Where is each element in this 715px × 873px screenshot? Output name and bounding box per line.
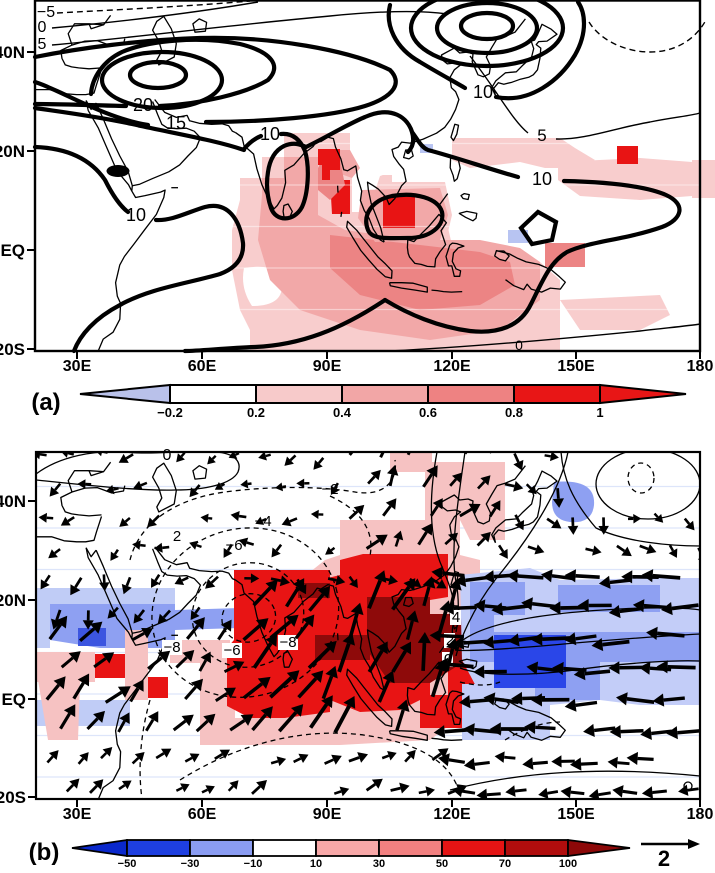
- svg-text:120E: 120E: [433, 358, 471, 375]
- svg-text:70: 70: [499, 858, 511, 868]
- svg-text:150E: 150E: [557, 358, 595, 375]
- svg-text:60E: 60E: [188, 358, 217, 375]
- svg-text:−0.2: −0.2: [157, 405, 183, 420]
- svg-text:20N: 20N: [0, 142, 25, 161]
- svg-text:0: 0: [38, 19, 47, 36]
- svg-text:EQ: EQ: [0, 241, 25, 260]
- svg-text:0.4: 0.4: [333, 405, 352, 420]
- svg-text:20S: 20S: [0, 340, 25, 359]
- svg-text:180: 180: [687, 358, 714, 375]
- svg-text:15: 15: [166, 113, 186, 133]
- svg-text:150E: 150E: [557, 806, 595, 823]
- svg-text:20N: 20N: [0, 591, 26, 610]
- svg-text:−30: −30: [181, 858, 200, 868]
- svg-text:40N: 40N: [0, 492, 26, 511]
- svg-text:−50: −50: [118, 858, 137, 868]
- svg-text:2: 2: [658, 846, 670, 868]
- svg-text:(a): (a): [31, 389, 60, 416]
- svg-text:100: 100: [559, 858, 577, 868]
- svg-text:10: 10: [260, 124, 280, 144]
- svg-text:30: 30: [373, 858, 385, 868]
- svg-text:1: 1: [596, 405, 603, 420]
- svg-text:0: 0: [163, 447, 172, 464]
- svg-text:2: 2: [173, 528, 181, 545]
- svg-text:30E: 30E: [63, 806, 92, 823]
- svg-text:10: 10: [310, 858, 322, 868]
- svg-text:20: 20: [133, 95, 153, 115]
- svg-text:5: 5: [537, 126, 546, 145]
- svg-text:10: 10: [126, 205, 146, 225]
- svg-text:60E: 60E: [188, 806, 217, 823]
- svg-text:0.2: 0.2: [247, 405, 265, 420]
- svg-text:−8: −8: [279, 634, 296, 651]
- svg-text:10: 10: [473, 82, 493, 102]
- svg-text:10: 10: [532, 169, 552, 189]
- svg-text:(b): (b): [29, 839, 60, 866]
- svg-text:120E: 120E: [433, 806, 471, 823]
- svg-text:0.6: 0.6: [419, 405, 437, 420]
- svg-text:40N: 40N: [0, 43, 25, 62]
- svg-text:90E: 90E: [313, 806, 342, 823]
- svg-text:5: 5: [38, 36, 47, 53]
- svg-text:−6: −6: [223, 642, 240, 659]
- svg-text:50: 50: [436, 858, 448, 868]
- svg-text:EQ: EQ: [1, 690, 26, 709]
- svg-text:180: 180: [687, 806, 714, 823]
- svg-text:90E: 90E: [313, 358, 342, 375]
- svg-text:20S: 20S: [0, 788, 26, 807]
- svg-text:0.8: 0.8: [505, 405, 523, 420]
- svg-text:30E: 30E: [63, 358, 92, 375]
- svg-text:−10: −10: [244, 858, 263, 868]
